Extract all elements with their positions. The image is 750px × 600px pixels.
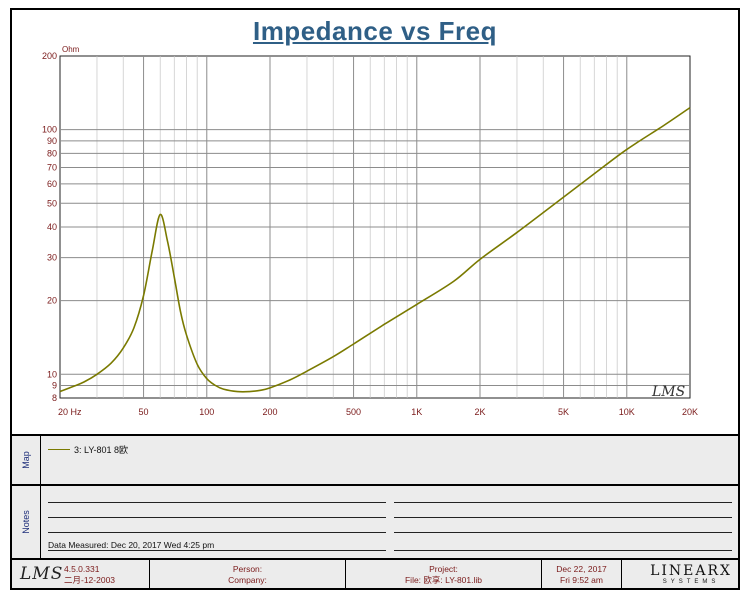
y-tick-label: 40 (47, 222, 57, 232)
note-line (48, 502, 386, 503)
chart-title: Impedance vs Freq (252, 16, 498, 46)
print-date: Dec 22, 2017 (556, 564, 607, 574)
legend-swatch (48, 449, 70, 450)
footer-project-cell: Project: File: 欧享: LY-801.lib (346, 560, 542, 588)
x-tick-label: 50 (139, 407, 149, 417)
x-tick-label: 100 (199, 407, 214, 417)
x-tick-label: 500 (346, 407, 361, 417)
legend-text: 3: LY-801 8欧 (74, 445, 129, 455)
brand-main: LINEARX (650, 563, 732, 579)
footer-version-cell: LMS 4.5.0.331 二月-12-2003 (12, 560, 150, 588)
y-tick-label: 30 (47, 253, 57, 263)
note-line (394, 532, 732, 533)
company-label: Company: (228, 575, 267, 585)
lms-logo: LMS (20, 564, 64, 584)
x-tick-label: 5K (558, 407, 569, 417)
brand-sub: SYSTEMS (662, 579, 720, 585)
note-line (48, 550, 386, 551)
notes-side-header: Notes (12, 486, 41, 558)
y-tick-label: 70 (47, 163, 57, 173)
y-tick-label: 100 (42, 125, 57, 135)
note-line (394, 517, 732, 518)
lms-watermark: LMS (651, 384, 685, 400)
print-time: Fri 9:52 am (560, 575, 603, 585)
version-info: 4.5.0.331 二月-12-2003 (64, 564, 115, 586)
footer-person-cell: Person: Company: (150, 560, 346, 588)
x-tick-label: 2K (474, 407, 485, 417)
note-line (394, 502, 732, 503)
x-tick-label: 200 (262, 407, 277, 417)
file-label: File: 欧享: LY-801.lib (404, 575, 482, 585)
footer-date-cell: Dec 22, 2017 Fri 9:52 am (542, 560, 622, 588)
map-side-header: Map (12, 436, 41, 484)
y-tick-label: 20 (47, 296, 57, 306)
project-label: Project: (429, 564, 458, 574)
notes-side-label: Notes (21, 510, 31, 534)
x-tick-labels: 20 Hz 50 100 200 500 1K 2K 5K 10K 20K (58, 407, 698, 417)
y-tick-label: 90 (47, 136, 57, 146)
series-line-impedance (59, 106, 691, 393)
person-label: Person: (232, 564, 263, 574)
y-tick-label: 80 (47, 148, 57, 158)
x-tick-label: 10K (619, 407, 635, 417)
note-line (394, 550, 732, 551)
y-tick-label: 10 (47, 369, 57, 379)
x-tick-label: 1K (411, 407, 422, 417)
legend-entry: 3: LY-801 8欧 (48, 443, 128, 456)
grid-lines (60, 56, 690, 398)
linearx-logo: LINEARX SYSTEMS (650, 563, 732, 585)
y-tick-label: 8 (52, 393, 57, 403)
y-tick-label: 200 (42, 51, 57, 61)
y-tick-label: 50 (47, 198, 57, 208)
map-side-label: Map (21, 451, 31, 469)
impedance-chart: 20 Hz 50 100 200 500 1K 2K 5K 10K 20K 20010090807… (42, 45, 698, 417)
y-axis-label: Ohm (62, 45, 80, 54)
note-line (48, 517, 386, 518)
version-number: 4.5.0.331 (64, 564, 100, 574)
note-line (48, 532, 386, 533)
y-tick-label: 9 (52, 380, 57, 390)
x-tick-label: 20 Hz (58, 407, 82, 417)
version-date: 二月-12-2003 (64, 575, 116, 585)
date-measured: Data Measured: Dec 20, 2017 Wed 4:25 pm (48, 540, 215, 550)
y-tick-label: 60 (47, 179, 57, 189)
footer-bar: LMS 4.5.0.331 二月-12-2003 Person: Company… (12, 558, 738, 588)
map-panel: Map 3: LY-801 8欧 (12, 434, 738, 484)
x-tick-label: 20K (682, 407, 698, 417)
notes-panel: Notes Data Measured: Dec 20, 2017 Wed 4:… (12, 484, 738, 558)
